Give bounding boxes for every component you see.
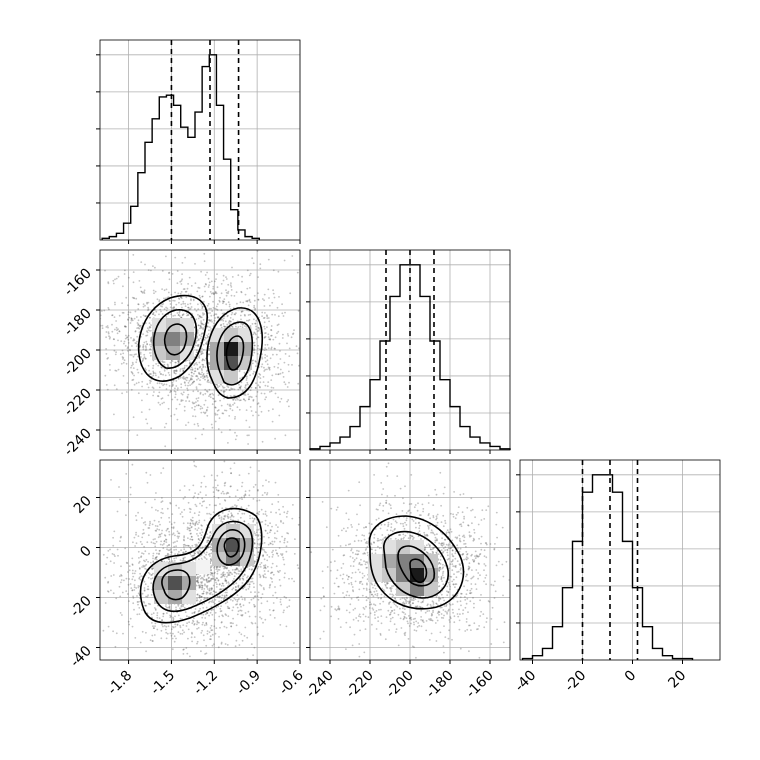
density-map-p13 <box>154 524 254 604</box>
contour-p23-3 <box>409 558 428 584</box>
histogram-steps-p3 <box>521 474 694 660</box>
contour-p13-1 <box>152 520 254 613</box>
xtick-label-p2-0: -240 <box>303 668 337 702</box>
ytick-label-p2-1: -180 <box>61 306 95 340</box>
contour-p12-4 <box>216 321 254 386</box>
xtick-label-p1-4: -0.6 <box>276 667 307 698</box>
xtick-label-p1-1: -1.5 <box>148 668 179 699</box>
histogram-param-2 <box>306 250 511 450</box>
xtick-label-p3-0: -40 <box>512 668 539 695</box>
scatter-param1-param2 <box>100 250 300 448</box>
xtick-label-p1-0: -1.8 <box>105 668 136 699</box>
contour-p23-0 <box>368 515 465 610</box>
ytick-label-p3-3: -40 <box>67 643 94 670</box>
xtick-label-p2-3: -180 <box>423 668 457 702</box>
contour-p12-5 <box>225 335 245 371</box>
histogram-steps-p1 <box>101 54 260 240</box>
scatter-param2-param3 <box>310 462 510 659</box>
panel-content-p12 <box>100 250 300 448</box>
contour-p13-2 <box>161 569 191 601</box>
ytick-label-p2-2: -200 <box>61 346 95 380</box>
density-map-p23 <box>368 540 438 596</box>
histogram-param-1 <box>96 40 260 240</box>
contour-p23-1 <box>383 530 449 599</box>
xtick-label-p2-2: -200 <box>383 668 417 702</box>
xtick-label-p3-1: -20 <box>562 668 589 695</box>
ytick-label-p3-2: -20 <box>67 593 94 620</box>
panel-frame-p3 <box>519 459 721 661</box>
contour-p12-2 <box>163 323 188 356</box>
panel-frame-p13 <box>99 459 301 661</box>
histogram-steps-p2 <box>309 264 511 450</box>
histogram-param-3 <box>516 460 694 660</box>
ytick-label-p2-0: -160 <box>61 266 95 300</box>
ytick-label-p2-4: -240 <box>61 426 95 460</box>
contour-p23-2 <box>397 545 436 587</box>
ytick-label-p3-1: 0 <box>77 543 95 561</box>
xtick-label-p3-2: 0 <box>622 668 640 686</box>
xtick-label-p2-4: -160 <box>463 668 497 702</box>
contour-p13-3 <box>216 529 246 566</box>
contour-p12-1 <box>152 309 198 369</box>
xtick-label-p1-2: -1.2 <box>190 668 221 699</box>
contour-p13-4 <box>223 537 240 558</box>
contour-p12-3 <box>206 307 263 399</box>
scatter-points-p12 <box>100 250 300 448</box>
panel-content-p13 <box>102 460 300 660</box>
xtick-label-p1-3: -0.9 <box>233 668 264 699</box>
contour-p12-0 <box>137 294 208 382</box>
contour-p13-0 <box>139 507 263 624</box>
panel-content-p23 <box>310 462 510 659</box>
scatter-param1-param3 <box>102 460 300 660</box>
ytick-label-p3-0: 20 <box>71 493 95 517</box>
xtick-label-p2-1: -220 <box>343 668 377 702</box>
xtick-label-p3-3: 20 <box>665 668 689 692</box>
ytick-label-p2-3: -220 <box>61 386 95 420</box>
panel-frame-p1 <box>99 39 301 241</box>
